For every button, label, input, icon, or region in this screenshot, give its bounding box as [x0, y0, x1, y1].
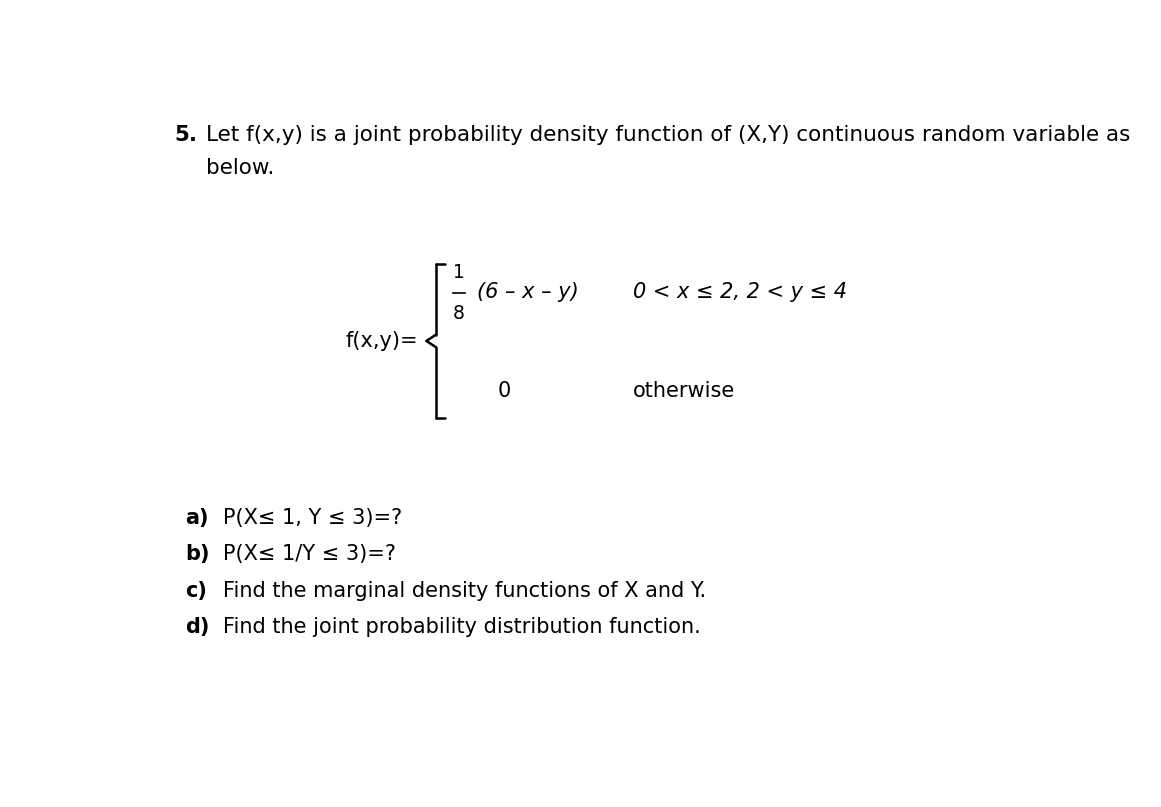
Text: Find the marginal density functions of X and Y.: Find the marginal density functions of X… [223, 581, 706, 601]
Text: 1: 1 [453, 263, 464, 282]
Text: Let f(x,y) is a joint probability density function of (X,Y) continuous random va: Let f(x,y) is a joint probability densit… [205, 125, 1130, 145]
Text: (6 – x – y): (6 – x – y) [477, 282, 578, 302]
Text: below.: below. [205, 157, 274, 178]
Text: d): d) [186, 617, 210, 638]
Text: 0 < x ≤ 2, 2 < y ≤ 4: 0 < x ≤ 2, 2 < y ≤ 4 [634, 282, 848, 302]
Text: 0: 0 [498, 381, 511, 401]
Text: c): c) [186, 581, 208, 601]
Text: a): a) [186, 508, 209, 528]
Text: P(X≤ 1, Y ≤ 3)=?: P(X≤ 1, Y ≤ 3)=? [223, 508, 402, 528]
Text: 5.: 5. [174, 125, 197, 145]
Text: otherwise: otherwise [634, 381, 736, 401]
Text: P(X≤ 1/Y ≤ 3)=?: P(X≤ 1/Y ≤ 3)=? [223, 544, 396, 564]
Text: f(x,y)=: f(x,y)= [345, 331, 418, 351]
Text: 8: 8 [453, 304, 464, 323]
Text: Find the joint probability distribution function.: Find the joint probability distribution … [223, 617, 700, 638]
Text: b): b) [186, 544, 210, 564]
